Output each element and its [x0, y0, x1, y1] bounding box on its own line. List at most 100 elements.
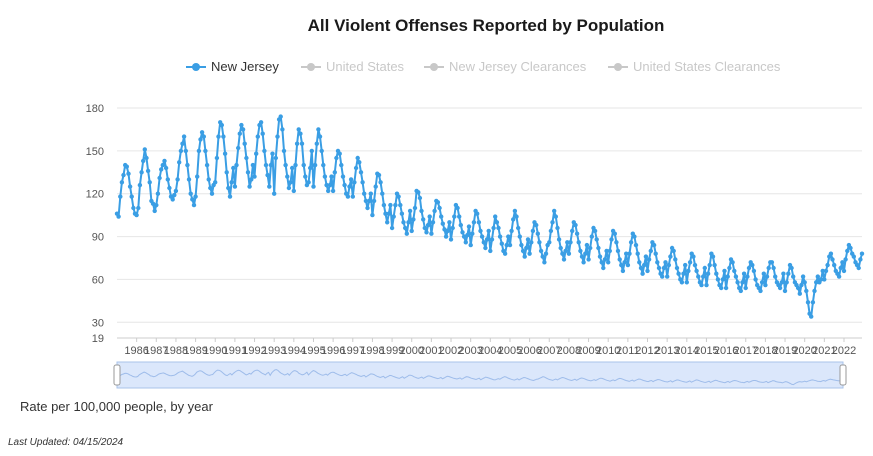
data-point[interactable] — [520, 248, 526, 254]
data-point[interactable] — [327, 182, 333, 188]
data-point[interactable] — [628, 240, 634, 245]
data-point[interactable] — [581, 260, 586, 265]
data-point[interactable] — [640, 271, 645, 276]
data-point[interactable] — [810, 300, 816, 305]
data-point[interactable] — [609, 237, 614, 242]
data-point[interactable] — [543, 251, 549, 256]
data-point[interactable] — [393, 202, 398, 208]
data-point[interactable] — [204, 162, 210, 168]
data-point[interactable] — [574, 231, 580, 236]
data-point[interactable] — [371, 198, 377, 204]
data-point[interactable] — [800, 274, 806, 279]
data-point[interactable] — [188, 191, 193, 196]
data-point[interactable] — [412, 205, 418, 211]
data-point[interactable] — [358, 170, 364, 175]
data-point[interactable] — [466, 224, 472, 229]
data-point[interactable] — [514, 214, 519, 219]
data-point[interactable] — [162, 158, 167, 164]
data-point[interactable] — [147, 180, 152, 185]
data-point[interactable] — [219, 122, 224, 128]
data-point[interactable] — [705, 271, 711, 276]
data-point[interactable] — [481, 240, 486, 245]
data-point[interactable] — [576, 240, 581, 245]
data-point[interactable] — [137, 182, 143, 188]
data-point[interactable] — [141, 158, 146, 164]
data-point[interactable] — [316, 127, 321, 132]
data-point[interactable] — [694, 268, 699, 274]
data-point[interactable] — [565, 240, 570, 245]
legend-item-new-jersey-clearances[interactable]: New Jersey Clearances — [424, 59, 587, 74]
data-point[interactable] — [127, 184, 133, 189]
data-point[interactable] — [429, 231, 434, 236]
data-point[interactable] — [267, 184, 272, 189]
data-point[interactable] — [227, 194, 233, 199]
data-point[interactable] — [612, 231, 617, 236]
data-point[interactable] — [804, 288, 809, 294]
data-point[interactable] — [201, 134, 206, 139]
data-point[interactable] — [155, 191, 161, 196]
data-point[interactable] — [167, 185, 172, 191]
data-point[interactable] — [319, 148, 324, 154]
data-point[interactable] — [712, 262, 717, 268]
data-point[interactable] — [381, 202, 387, 208]
data-point[interactable] — [452, 214, 457, 219]
legend-item-united-states-clearances[interactable]: United States Clearances — [608, 59, 781, 74]
data-point[interactable] — [553, 214, 558, 219]
data-point[interactable] — [213, 180, 218, 185]
data-point[interactable] — [506, 234, 511, 239]
data-point[interactable] — [367, 198, 372, 204]
data-point[interactable] — [131, 205, 136, 211]
data-point[interactable] — [126, 171, 131, 176]
data-point[interactable] — [548, 228, 554, 234]
data-point[interactable] — [214, 155, 220, 161]
data-point[interactable] — [579, 254, 585, 259]
data-point[interactable] — [411, 217, 416, 222]
data-point[interactable] — [535, 231, 540, 236]
data-point[interactable] — [538, 248, 544, 254]
data-point[interactable] — [858, 257, 863, 262]
data-point[interactable] — [242, 141, 247, 146]
data-point[interactable] — [198, 137, 203, 142]
data-point[interactable] — [152, 208, 157, 214]
data-point[interactable] — [334, 155, 339, 161]
data-point[interactable] — [692, 262, 698, 268]
data-point[interactable] — [118, 194, 123, 199]
data-point[interactable] — [741, 271, 747, 276]
data-point[interactable] — [527, 251, 532, 256]
data-point[interactable] — [427, 214, 432, 219]
data-point[interactable] — [715, 277, 721, 282]
data-point[interactable] — [291, 188, 296, 194]
data-point[interactable] — [637, 260, 642, 265]
data-point[interactable] — [484, 237, 490, 242]
data-point[interactable] — [606, 260, 611, 265]
data-point[interactable] — [753, 277, 758, 282]
data-point[interactable] — [272, 191, 277, 196]
data-point[interactable] — [440, 221, 445, 226]
data-point[interactable] — [589, 234, 594, 239]
data-point[interactable] — [262, 148, 267, 154]
data-point[interactable] — [407, 208, 413, 214]
data-point[interactable] — [764, 274, 770, 279]
data-point[interactable] — [404, 231, 409, 236]
data-point[interactable] — [245, 170, 251, 175]
zoom-window[interactable] — [116, 361, 844, 389]
data-point[interactable] — [661, 265, 667, 271]
data-point[interactable] — [537, 240, 542, 245]
data-point[interactable] — [191, 202, 197, 208]
data-point[interactable] — [355, 155, 360, 161]
data-point[interactable] — [461, 234, 467, 239]
data-point[interactable] — [740, 280, 745, 285]
data-point[interactable] — [704, 282, 709, 288]
data-point[interactable] — [455, 205, 460, 211]
data-point[interactable] — [522, 254, 527, 259]
data-point[interactable] — [588, 245, 593, 251]
data-point[interactable] — [373, 184, 378, 189]
data-point[interactable] — [509, 228, 514, 234]
data-point[interactable] — [832, 262, 837, 268]
data-point[interactable] — [578, 248, 583, 254]
data-point[interactable] — [769, 260, 775, 265]
data-point[interactable] — [435, 200, 441, 205]
data-point[interactable] — [653, 251, 658, 256]
data-point[interactable] — [388, 202, 393, 208]
data-point[interactable] — [206, 177, 211, 182]
